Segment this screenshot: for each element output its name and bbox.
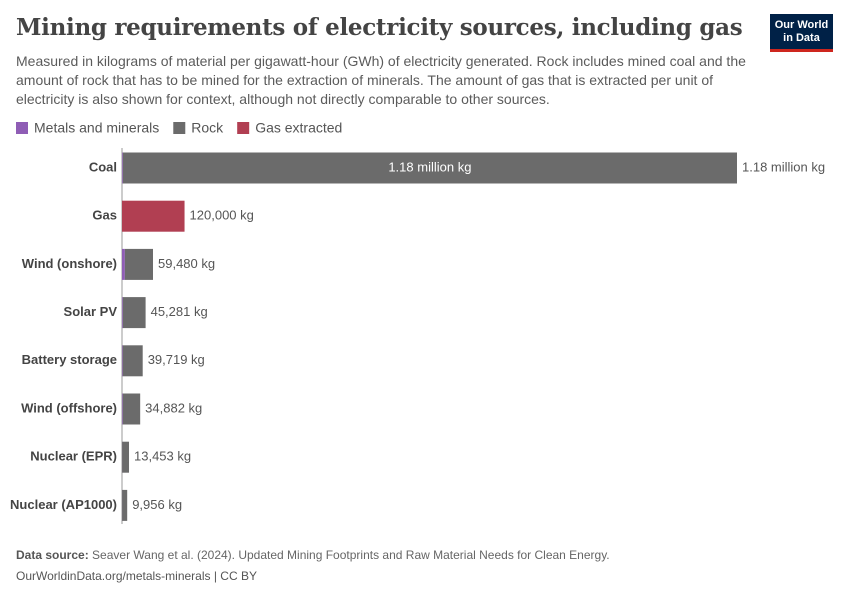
total-label: 1.18 million kg xyxy=(742,159,825,174)
logo[interactable]: Our World in Data xyxy=(770,14,833,52)
bar-segment xyxy=(124,248,154,280)
bar-segment xyxy=(122,345,143,377)
category-label: Nuclear (AP1000) xyxy=(10,497,117,512)
category-label: Wind (offshore) xyxy=(21,400,117,415)
bar-segment xyxy=(122,489,128,521)
category-label: Battery storage xyxy=(22,352,117,367)
total-label: 120,000 kg xyxy=(190,208,254,223)
bar-segment xyxy=(122,297,146,329)
total-label: 34,882 kg xyxy=(145,400,202,415)
chart-subtitle: Measured in kilograms of material per gi… xyxy=(16,53,746,107)
total-label: 59,480 kg xyxy=(158,256,215,271)
bar-segment xyxy=(122,200,185,232)
source-label: Data source: xyxy=(16,548,89,562)
bar-segment xyxy=(122,393,141,425)
bar-segment xyxy=(122,152,737,184)
category-label: Coal xyxy=(89,159,117,174)
bar-segment xyxy=(122,248,125,280)
source-text: Seaver Wang et al. (2024). Updated Minin… xyxy=(92,548,610,562)
total-label: 39,719 kg xyxy=(148,352,205,367)
total-label: 9,956 kg xyxy=(132,497,182,512)
footer: OurWorldinData.org/metals-minerals | CC … xyxy=(16,569,257,583)
total-label: 13,453 kg xyxy=(134,449,191,464)
bar-segment xyxy=(122,441,130,473)
legend-label: Metals and minerals xyxy=(34,120,159,136)
legend-swatch xyxy=(237,122,250,134)
chart-title: Mining requirements of electricity sourc… xyxy=(16,14,743,41)
bar-segment xyxy=(122,345,123,377)
source: Data source: Seaver Wang et al. (2024). … xyxy=(16,548,610,562)
total-label: 45,281 kg xyxy=(151,304,208,319)
bar-segment xyxy=(122,152,123,184)
bar-segment xyxy=(122,393,123,425)
category-label: Solar PV xyxy=(64,304,118,319)
legend-swatch xyxy=(16,122,28,134)
bar-segment xyxy=(122,297,123,329)
category-label: Wind (onshore) xyxy=(22,256,117,271)
value-label: 1.18 million kg xyxy=(388,159,471,174)
legend-label: Rock xyxy=(191,120,224,136)
logo-line: in Data xyxy=(783,32,820,44)
legend-label: Gas extracted xyxy=(255,120,342,136)
logo-line: Our World xyxy=(774,19,829,31)
category-label: Gas xyxy=(92,208,117,223)
legend-swatch xyxy=(173,122,186,134)
category-label: Nuclear (EPR) xyxy=(30,449,117,464)
